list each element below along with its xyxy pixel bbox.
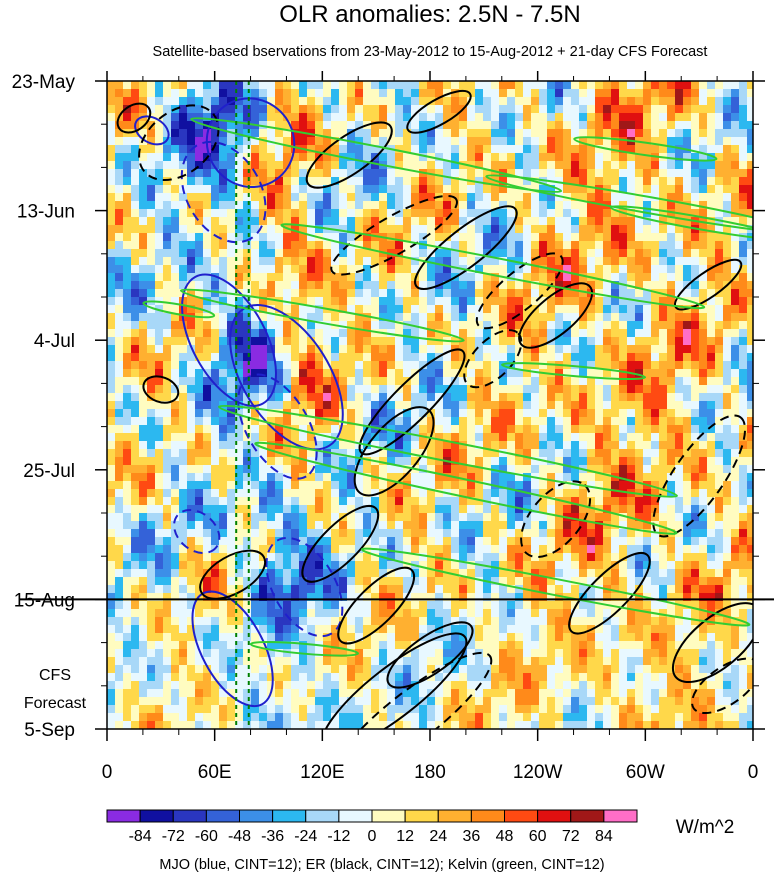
- olr-anomaly-heatmap: [107, 81, 753, 729]
- er-contour: [518, 282, 593, 349]
- colorbar-level-label: 84: [595, 828, 613, 845]
- colorbar-level-label: 24: [429, 828, 447, 845]
- colorbar-swatch: [272, 809, 307, 823]
- colorbar-level-label: 12: [396, 828, 414, 845]
- x-tick-label: 120E: [300, 762, 344, 783]
- x-tick-label: 180: [414, 762, 446, 783]
- er-contour: [674, 258, 743, 311]
- colorbar-swatch: [504, 809, 539, 823]
- colorbar-swatch: [570, 809, 605, 823]
- er-contour: [691, 657, 753, 715]
- x-tick-label: 60W: [626, 762, 665, 783]
- colorbar-swatch: [437, 809, 472, 823]
- er-contour: [331, 651, 493, 729]
- forecast-label-line2: Forecast: [24, 695, 87, 712]
- colorbar-swatch: [603, 809, 638, 823]
- kelvin-contour: [190, 117, 563, 193]
- kelvin-contour: [360, 547, 751, 627]
- colorbar-level-label: 48: [496, 828, 514, 845]
- colorbar-level-label: -24: [294, 828, 317, 845]
- colorbar-swatch: [139, 809, 174, 823]
- y-tick-label: 25-Jul: [23, 461, 75, 482]
- kelvin-contour: [217, 404, 678, 498]
- er-contour: [301, 504, 380, 583]
- er-contour: [320, 632, 468, 729]
- er-contour: [520, 480, 592, 559]
- kelvin-contour: [142, 300, 216, 319]
- colorbar-swatch: [338, 809, 373, 823]
- mjo-contour: [265, 536, 344, 638]
- kelvin-contour: [280, 223, 706, 310]
- kelvin-contour: [501, 362, 647, 381]
- colorbar-swatch: [537, 809, 572, 823]
- chart-title: OLR anomalies: 2.5N - 7.5N: [279, 1, 580, 28]
- x-tick-label: 0: [748, 762, 759, 783]
- colorbar-level-label: -36: [261, 828, 284, 845]
- mjo-contour: [180, 140, 267, 244]
- colorbar-swatch: [470, 809, 505, 823]
- er-contour: [142, 375, 180, 404]
- er-contour: [568, 551, 651, 635]
- colorbar-level-label: 60: [529, 828, 547, 845]
- er-contour: [414, 205, 518, 290]
- y-axis: 23-May 13-Jun 4-Jul 25-Jul 15-Aug 5-Sep: [12, 72, 765, 741]
- er-contour: [652, 414, 747, 538]
- er-contour: [330, 194, 458, 276]
- kelvin-contour: [179, 288, 465, 343]
- colorbar-level-label: -84: [129, 828, 152, 845]
- colorbar: -84 -72 -60 -48 -36 -24 -12 0 12 24 36 48 60 72 84: [106, 809, 638, 845]
- y-tick-label: 23-May: [12, 72, 76, 93]
- kelvin-contour: [249, 640, 360, 657]
- er-contour: [138, 104, 220, 182]
- colorbar-level-label: 36: [462, 828, 480, 845]
- y-tick-label: 13-Jun: [17, 202, 75, 223]
- reference-lines: [235, 81, 250, 729]
- colorbar-level-label: -12: [327, 828, 350, 845]
- mjo-contour: [134, 115, 170, 146]
- kelvin-contour: [609, 205, 753, 241]
- mjo-contour: [181, 273, 277, 407]
- y-tick-label: 4-Jul: [34, 331, 75, 352]
- forecast-label-line1: CFS: [39, 667, 71, 684]
- colorbar-swatch: [371, 809, 406, 823]
- er-contour: [358, 348, 466, 456]
- x-axis: 0 60E 120E 180 120W 60W 0: [102, 71, 759, 783]
- colorbar-swatch: [404, 809, 439, 823]
- x-tick-label: 120W: [513, 762, 563, 783]
- colorbar-swatch: [106, 809, 141, 823]
- x-tick-label: 60E: [198, 762, 232, 783]
- wave-filter-contours: [116, 89, 753, 729]
- er-contour: [353, 406, 435, 497]
- colorbar-swatch: [239, 809, 274, 823]
- y-tick-label: 5-Sep: [24, 720, 75, 741]
- colorbar-swatch: [205, 809, 240, 823]
- mjo-contour: [205, 97, 296, 189]
- colorbar-level-label: -48: [228, 828, 251, 845]
- mjo-contour: [237, 373, 318, 480]
- y-tick-label: 15-Aug: [14, 590, 75, 611]
- colorbar-level-label: 72: [562, 828, 580, 845]
- colorbar-units: W/m^2: [676, 817, 735, 838]
- colorbar-level-label: -60: [195, 828, 218, 845]
- chart-subtitle: Satellite-based bservations from 23-May-…: [153, 44, 708, 60]
- er-contour: [199, 549, 267, 600]
- er-contour: [406, 89, 472, 134]
- kelvin-contour: [485, 174, 753, 235]
- er-contour: [116, 102, 152, 134]
- er-contour: [337, 566, 416, 645]
- er-contour: [671, 602, 753, 684]
- colorbar-level-label: -72: [162, 828, 185, 845]
- colorbar-level-label: 0: [368, 828, 377, 845]
- er-contour: [475, 252, 564, 330]
- kelvin-contour: [254, 441, 678, 535]
- kelvin-contour: [573, 136, 718, 162]
- er-contour: [386, 621, 474, 689]
- x-tick-label: 0: [102, 762, 113, 783]
- mjo-contour: [173, 509, 221, 555]
- contour-legend-text: MJO (blue, CINT=12); ER (black, CINT=12)…: [159, 857, 604, 873]
- colorbar-swatch: [305, 809, 340, 823]
- colorbar-swatch: [172, 809, 207, 823]
